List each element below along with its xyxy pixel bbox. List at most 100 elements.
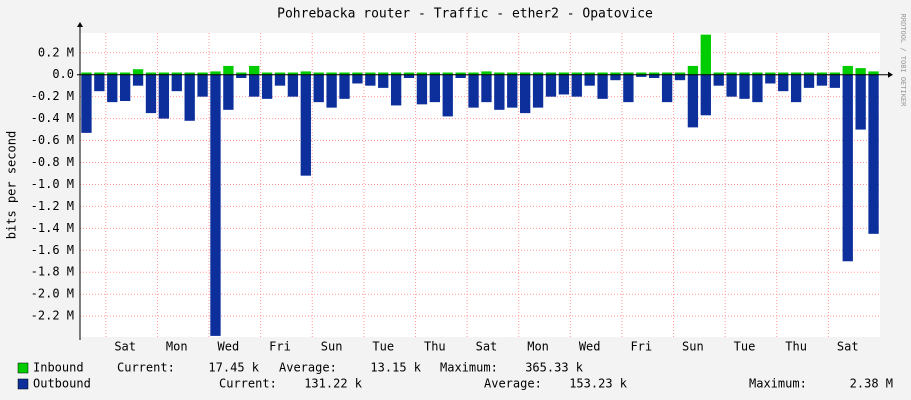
legend-label: Average: (279, 361, 337, 375)
bar (571, 72, 582, 75)
bar (197, 74, 208, 97)
bar (623, 74, 634, 103)
bar (249, 65, 260, 75)
bar (765, 74, 776, 84)
bar (171, 74, 182, 92)
y-tick-label: 0.0 (52, 67, 74, 81)
y-tick-label: -2.2 M (31, 309, 74, 323)
bar (339, 74, 350, 99)
bar (455, 74, 466, 78)
bar (132, 74, 144, 86)
bar (145, 74, 157, 114)
bar (726, 74, 737, 97)
bar (636, 72, 647, 75)
bar (81, 74, 92, 133)
bar (210, 71, 221, 75)
bar (752, 74, 763, 103)
bar (390, 72, 402, 75)
x-tick-label: Wed (218, 340, 240, 354)
x-tick-label: Fri (630, 340, 652, 354)
bar (545, 72, 557, 75)
bar (507, 72, 518, 75)
bar (300, 71, 311, 75)
bar (558, 74, 570, 95)
bar (313, 72, 324, 75)
bar (455, 72, 466, 75)
bar (713, 72, 724, 75)
bar (765, 72, 776, 75)
bar (326, 72, 337, 75)
bar (236, 74, 247, 78)
bar (236, 72, 247, 75)
bar (855, 68, 866, 75)
bar (274, 72, 286, 75)
legend-name: Inbound (33, 361, 84, 375)
bar (687, 74, 699, 128)
bar (223, 65, 234, 75)
y-tick-label: -1.2 M (31, 199, 74, 213)
x-tick-label: Sun (682, 340, 704, 354)
bar (184, 74, 195, 121)
bar (481, 74, 492, 103)
x-tick-label: Tue (734, 340, 756, 354)
bar (674, 72, 686, 75)
bar (687, 65, 699, 75)
bar (494, 74, 505, 110)
y-tick-label: -1.8 M (31, 265, 74, 279)
bar (778, 72, 789, 75)
bar (532, 74, 544, 108)
bar (249, 74, 260, 97)
side-text: RRDTOOL / TOBI OETIKER (899, 14, 907, 108)
bar (597, 72, 608, 75)
bar (339, 72, 350, 75)
bar (842, 65, 853, 75)
bar (261, 72, 273, 75)
bar (287, 74, 299, 97)
bar (120, 74, 131, 102)
bar (184, 72, 195, 75)
bar (829, 72, 840, 75)
bar (726, 72, 737, 75)
bar (416, 72, 428, 75)
y-tick-label: -1.4 M (31, 221, 74, 235)
bar (507, 74, 518, 108)
bar (287, 72, 299, 75)
legend-value: 2.38 M (850, 377, 893, 391)
bar (494, 72, 505, 75)
bar (210, 74, 221, 336)
bar (158, 72, 170, 75)
bar (365, 74, 376, 86)
x-tick-label: Tue (372, 340, 394, 354)
legend-value: 13.15 k (370, 361, 421, 375)
bar (197, 72, 208, 75)
bar (868, 71, 879, 75)
y-axis-arrow (77, 22, 83, 27)
bar (403, 74, 415, 78)
bar (365, 72, 376, 75)
bar (829, 74, 840, 88)
x-axis-arrow (888, 71, 893, 78)
bar (274, 74, 286, 86)
legend-name: Outbound (33, 377, 91, 391)
bar (378, 72, 389, 75)
bar (661, 74, 673, 103)
bar (816, 74, 828, 86)
legend-value: 17.45 k (208, 361, 259, 375)
chart-title: Pohrebacka router - Traffic - ether2 - O… (277, 7, 653, 22)
bar (571, 74, 582, 97)
bar (700, 74, 711, 116)
x-tick-label: Sun (321, 340, 343, 354)
y-tick-label: -0.8 M (31, 155, 74, 169)
bar (468, 72, 479, 75)
bar (558, 72, 570, 75)
bar (94, 74, 105, 92)
legend-value: 153.23 k (569, 377, 628, 391)
bar (545, 74, 557, 97)
bar (158, 74, 170, 119)
bar (81, 72, 92, 75)
x-tick-label: Fri (269, 340, 291, 354)
legend-label: Maximum: (440, 361, 498, 375)
bar (610, 74, 621, 81)
bar (313, 74, 324, 103)
bar (520, 72, 531, 75)
